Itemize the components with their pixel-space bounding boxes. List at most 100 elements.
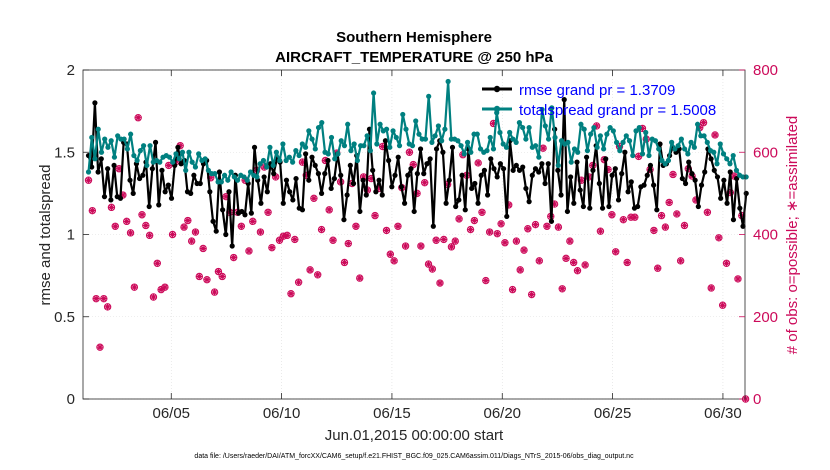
x-tick-labels: 06/05 06/10 06/15 06/20 06/25 06/30 xyxy=(152,405,741,422)
totalspread-marker xyxy=(89,134,95,141)
totalspread-marker xyxy=(662,161,668,167)
obs-assimilated-marker xyxy=(115,165,123,172)
totalspread-marker xyxy=(400,111,406,118)
totalspread-marker xyxy=(212,171,218,177)
totalspread-marker xyxy=(685,151,691,157)
totalspread-marker xyxy=(105,144,111,150)
rmse-marker xyxy=(628,179,634,185)
totalspread-marker xyxy=(234,177,241,183)
rmse-marker xyxy=(213,228,219,234)
totalspread-marker xyxy=(95,126,101,132)
rmse-marker xyxy=(526,199,532,205)
obs-assimilated-marker xyxy=(620,216,627,223)
totalspread-marker xyxy=(361,143,367,149)
series-layer xyxy=(84,78,750,403)
rmse-marker xyxy=(156,202,162,208)
totalspread-marker xyxy=(523,136,529,142)
obs-assimilated-marker xyxy=(658,212,665,219)
totalspread-marker xyxy=(659,157,665,164)
obs-assimilated-marker xyxy=(410,161,417,168)
rmse-marker xyxy=(587,205,593,211)
obs-assimilated-marker xyxy=(165,162,172,169)
totalspread-marker xyxy=(332,156,338,162)
obs-assimilated-marker xyxy=(299,158,306,166)
totalspread-marker xyxy=(108,138,114,144)
x-tick-label: 06/30 xyxy=(704,405,742,422)
totalspread-marker xyxy=(536,154,542,160)
rmse-marker xyxy=(734,175,740,182)
totalspread-marker xyxy=(571,146,578,152)
obs-assimilated-marker xyxy=(192,228,199,236)
totalspread-marker xyxy=(429,139,435,145)
rmse-marker xyxy=(395,154,401,160)
totalspread-marker xyxy=(552,134,558,141)
totalspread-marker xyxy=(532,143,539,149)
totalspread-marker xyxy=(652,138,659,144)
rmse-marker xyxy=(117,195,124,201)
totalspread-marker xyxy=(542,123,548,129)
totalspread-marker xyxy=(403,126,409,132)
obs-assimilated-marker xyxy=(654,265,661,272)
totalspread-marker xyxy=(192,164,199,170)
rmse-marker xyxy=(440,149,446,155)
totalspread-marker xyxy=(247,169,254,175)
obs-assimilated-marker xyxy=(341,259,348,266)
obs-assimilated-marker xyxy=(421,179,428,186)
totalspread-marker xyxy=(597,133,603,139)
obs-assimilated-marker xyxy=(509,286,516,293)
totalspread-marker xyxy=(578,121,584,127)
totalspread-marker xyxy=(273,149,280,155)
rmse-marker xyxy=(424,161,430,167)
totalspread-marker xyxy=(665,157,672,164)
totalspread-marker xyxy=(196,151,202,157)
obs-assimilated-marker xyxy=(276,237,283,244)
obs-assimilated-marker xyxy=(432,237,440,244)
totalspread-marker xyxy=(636,124,642,131)
rmse-marker xyxy=(721,177,727,183)
obs-assimilated-marker xyxy=(89,207,96,214)
totalspread-marker xyxy=(510,136,516,142)
obs-assimilated-marker xyxy=(303,172,310,179)
totalspread-marker xyxy=(539,106,545,113)
rmse-marker xyxy=(357,208,363,215)
totalspread-marker xyxy=(435,123,442,129)
totalspread-marker xyxy=(244,177,250,183)
legend-spread-marker xyxy=(493,105,501,113)
rmse-marker xyxy=(98,156,104,162)
obs-assimilated-marker xyxy=(723,260,730,267)
totalspread-marker xyxy=(445,78,451,85)
rmse-marker xyxy=(615,197,622,203)
totalspread-marker xyxy=(487,134,493,141)
rmse-marker xyxy=(414,171,420,177)
rmse-marker xyxy=(714,174,721,180)
obs-assimilated-marker xyxy=(272,173,279,181)
totalspread-marker xyxy=(228,169,234,175)
totalspread-marker xyxy=(267,144,273,150)
rmse-marker xyxy=(325,157,331,164)
legend: rmse grand pr = 1.3709 totalspread grand… xyxy=(482,82,716,119)
obs-assimilated-marker xyxy=(123,218,130,225)
obs-assimilated-marker xyxy=(314,271,321,279)
obs-assimilated-marker xyxy=(131,283,138,291)
obs-assimilated-marker xyxy=(108,204,115,211)
obs-assimilated-marker xyxy=(597,228,604,235)
totalspread-marker xyxy=(264,164,270,170)
totalspread-marker xyxy=(691,144,697,150)
obs-assimilated-marker xyxy=(402,242,409,250)
rmse-marker xyxy=(264,189,270,195)
rmse-marker xyxy=(641,182,647,188)
obs-assimilated-marker xyxy=(238,223,245,230)
obs-assimilated-marker xyxy=(478,209,486,216)
rmse-marker xyxy=(580,203,586,210)
totalspread-marker xyxy=(277,157,283,164)
rmse-marker xyxy=(239,208,245,215)
totalspread-marker xyxy=(490,146,497,152)
rmse-marker xyxy=(427,156,433,162)
rmse-marker xyxy=(536,169,542,175)
rmse-marker xyxy=(711,167,717,173)
rmse-marker xyxy=(251,144,258,150)
obs-assimilated-marker xyxy=(283,232,291,239)
totalspread-marker xyxy=(672,146,678,152)
totalspread-marker xyxy=(604,131,610,137)
